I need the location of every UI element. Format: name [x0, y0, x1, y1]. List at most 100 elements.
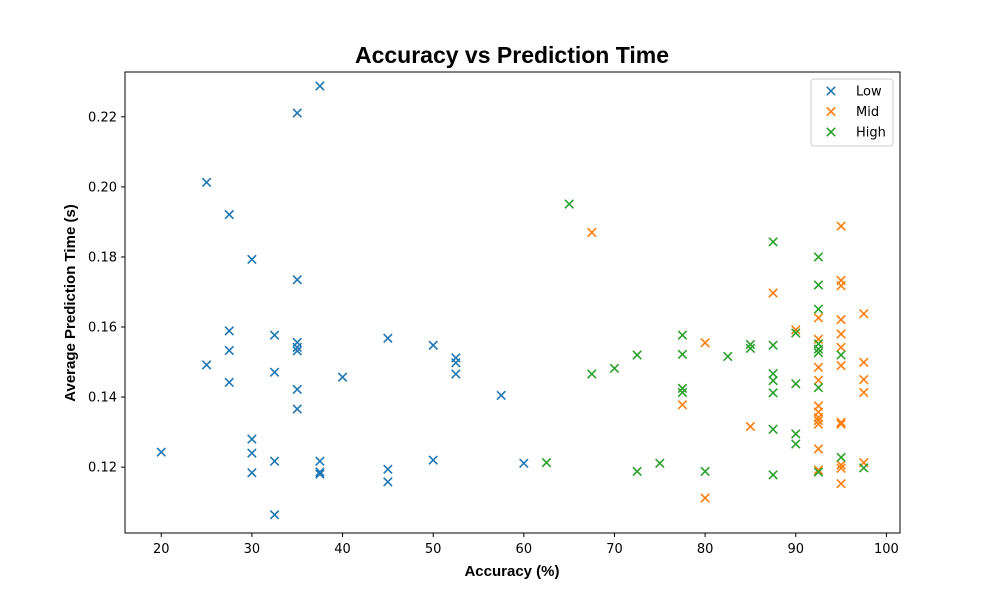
data-point [813, 382, 824, 393]
data-point [813, 362, 824, 373]
data-point [745, 421, 756, 432]
data-point [745, 343, 756, 354]
data-point [700, 338, 710, 348]
legend-item-high: High [826, 126, 886, 141]
data-point [768, 375, 778, 386]
data-point [790, 328, 801, 338]
data-point [836, 417, 846, 428]
data-point [247, 448, 257, 458]
data-point [836, 452, 846, 463]
data-point [451, 369, 461, 379]
data-point [315, 456, 325, 466]
data-point [247, 467, 257, 478]
data-point [224, 377, 235, 388]
data-point [790, 429, 801, 439]
data-point [836, 280, 846, 291]
data-point [813, 465, 824, 475]
data-point [383, 464, 393, 475]
data-point [836, 460, 846, 470]
data-point [677, 330, 688, 340]
data-point [768, 470, 778, 480]
data-point [383, 333, 393, 343]
data-point [247, 434, 257, 444]
data-point [836, 350, 846, 360]
data-point [836, 314, 846, 325]
x-tick-label: 90 [787, 542, 804, 557]
data-point [292, 404, 302, 414]
plot-area [124, 71, 901, 534]
x-tick-label: 30 [244, 542, 261, 557]
data-point [519, 458, 529, 469]
data-point [156, 447, 167, 457]
series-mid [587, 221, 869, 503]
chart-title: Accuracy vs Prediction Time [355, 42, 669, 68]
data-point [813, 252, 824, 262]
x-tick-label: 70 [606, 542, 623, 557]
data-point [836, 329, 846, 339]
data-point [723, 351, 733, 362]
data-point [632, 350, 642, 360]
data-point [269, 510, 280, 520]
data-point [858, 357, 869, 368]
data-point [677, 349, 688, 360]
data-point [858, 374, 869, 385]
data-point [813, 334, 824, 345]
y-tick-label: 0.18 [88, 250, 117, 265]
legend-marker [826, 86, 836, 96]
data-point [632, 466, 642, 477]
x-tick-label: 40 [334, 542, 351, 557]
series-low [156, 81, 529, 520]
plot-frame [124, 71, 901, 534]
data-point [790, 325, 801, 335]
data-point [292, 384, 302, 395]
x-tick-label: 100 [874, 542, 899, 557]
data-point [790, 439, 801, 449]
data-point [247, 254, 257, 265]
data-point [677, 383, 688, 394]
data-point [269, 456, 280, 466]
data-point [315, 469, 325, 479]
data-point [292, 274, 302, 285]
data-point [587, 227, 597, 238]
data-point [813, 444, 824, 454]
data-point [858, 387, 869, 398]
data-point [201, 177, 212, 188]
data-point [677, 400, 688, 410]
data-point [836, 463, 846, 473]
y-axis-label: Average Prediction Time (s) [62, 204, 79, 402]
data-point [541, 457, 552, 468]
y-tick-label: 0.16 [88, 321, 117, 336]
data-point [451, 357, 461, 368]
data-point [496, 390, 506, 401]
series-high [541, 199, 869, 480]
data-point [201, 360, 212, 370]
legend-label: High [856, 126, 886, 141]
data-point [655, 458, 665, 469]
data-point [813, 419, 824, 429]
data-point [813, 280, 824, 290]
legend-item-mid: Mid [826, 105, 879, 120]
data-point [768, 388, 778, 398]
data-point [836, 419, 846, 429]
data-point [224, 209, 235, 220]
data-point [292, 342, 302, 353]
data-point [858, 463, 869, 473]
data-point [768, 340, 778, 351]
data-point [768, 237, 778, 247]
data-point [609, 363, 620, 374]
y-tick-label: 0.12 [88, 461, 117, 476]
data-point [677, 387, 688, 398]
legend-label: Mid [856, 105, 879, 120]
x-tick-label: 80 [697, 542, 714, 557]
data-point [768, 424, 778, 435]
data-point [700, 466, 710, 477]
data-point [836, 360, 846, 371]
x-tick-label: 60 [516, 542, 533, 557]
data-point [813, 467, 824, 477]
legend: Low Mid High [810, 78, 894, 147]
legend-label: Low [856, 85, 882, 100]
y-tick-label: 0.22 [88, 110, 117, 125]
legend-marker [826, 106, 836, 117]
data-point [768, 288, 778, 298]
data-point [269, 367, 280, 377]
